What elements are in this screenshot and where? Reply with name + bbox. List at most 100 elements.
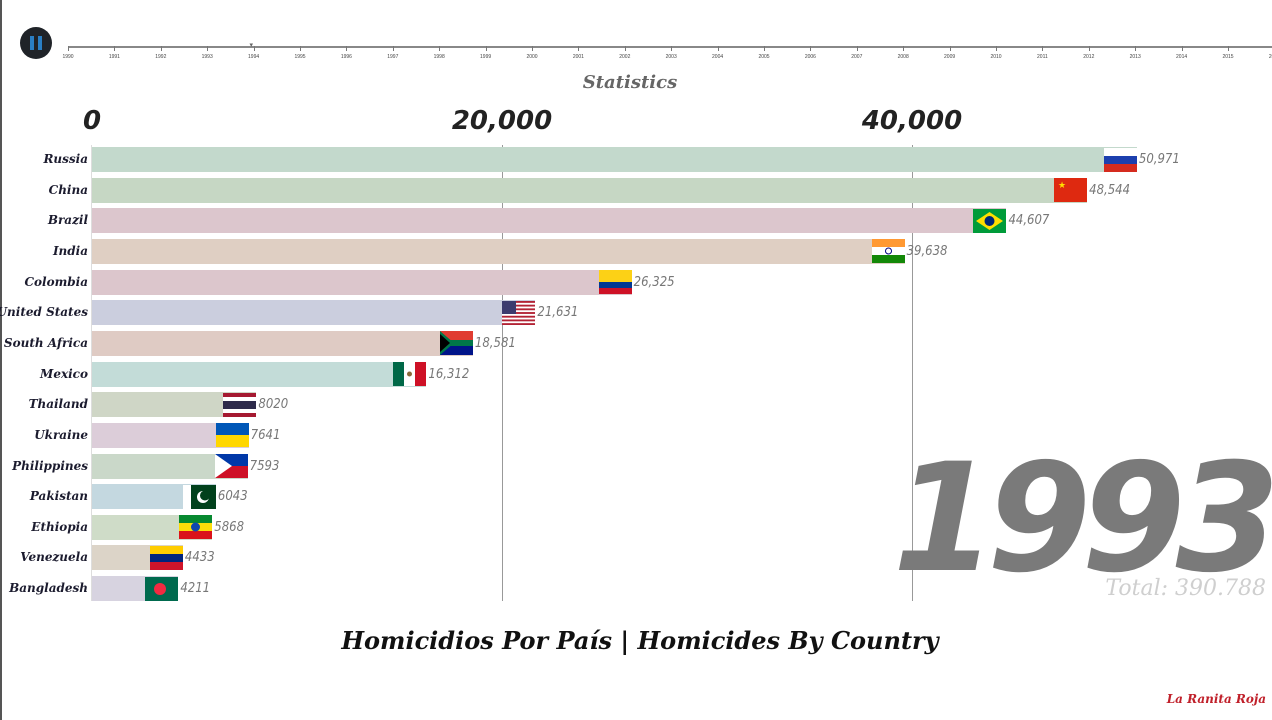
logo: La Ranita Roja xyxy=(1166,692,1266,706)
timeline-tick xyxy=(392,46,394,51)
india-flag-icon xyxy=(871,239,905,264)
total-label: Total: 390.788 xyxy=(1105,576,1266,601)
category-label: Colombia xyxy=(24,274,88,289)
timeline-tick xyxy=(1181,46,1183,51)
timeline-year-label[interactable]: 1998 xyxy=(433,54,445,60)
timeline-year-label[interactable]: 2013 xyxy=(1129,54,1141,60)
thailand-flag-icon xyxy=(223,392,257,417)
pakistan-flag-icon xyxy=(182,484,216,509)
timeline-tick xyxy=(717,46,719,51)
value-label: 18,581 xyxy=(474,335,516,351)
venezuela-flag-icon xyxy=(149,545,183,570)
current-year: 1993 xyxy=(892,432,1272,606)
value-label: 16,312 xyxy=(428,366,470,382)
bar-mexico xyxy=(92,361,427,387)
timeline-year-label[interactable]: 1996 xyxy=(340,54,352,60)
x-tick-label: 0 xyxy=(82,106,102,136)
ukraine-flag-icon xyxy=(215,423,249,448)
timeline-track[interactable] xyxy=(68,46,1272,48)
south-africa-flag-icon xyxy=(439,331,473,356)
timeline-year-label[interactable]: 2003 xyxy=(665,54,677,60)
timeline-year-label[interactable]: 2010 xyxy=(990,54,1002,60)
category-label: United States xyxy=(0,305,88,320)
timeline-tick xyxy=(1042,46,1044,51)
value-label: 8020 xyxy=(258,397,289,413)
category-label: Thailand xyxy=(28,397,88,412)
timeline-year-label[interactable]: 2000 xyxy=(526,54,538,60)
timeline-year-label[interactable]: 2011 xyxy=(1037,54,1048,60)
ethiopia-flag-icon xyxy=(179,515,213,540)
timeline-year-label[interactable]: 2009 xyxy=(944,54,956,60)
timeline-tick xyxy=(810,46,812,51)
gridline xyxy=(502,145,503,601)
value-label: 44,607 xyxy=(1008,213,1050,229)
value-label: 7641 xyxy=(250,427,281,443)
timeline-tick xyxy=(207,46,209,51)
timeline-tick xyxy=(764,46,765,51)
timeline-tick xyxy=(439,46,441,51)
timeline-year-label[interactable]: 2007 xyxy=(851,54,863,60)
timeline-year-label[interactable]: 1991 xyxy=(108,54,120,60)
mexico-flag-icon xyxy=(393,362,427,387)
pause-button[interactable] xyxy=(20,27,52,59)
category-label: Pakistan xyxy=(29,489,88,504)
timeline-year-label[interactable]: 1995 xyxy=(294,54,306,60)
timeline-year-label[interactable]: 2004 xyxy=(712,54,724,60)
timeline-tick xyxy=(856,46,858,51)
axis-baseline xyxy=(91,145,92,601)
timeline-year-label[interactable]: 2002 xyxy=(619,54,631,60)
timeline-year-label[interactable]: 2015 xyxy=(1222,54,1234,60)
timeline-tick xyxy=(253,46,255,51)
timeline-year-label[interactable]: 2006 xyxy=(804,54,816,60)
timeline-year-label[interactable]: 1992 xyxy=(155,54,167,60)
category-label: Russia xyxy=(43,152,88,166)
timeline-tick xyxy=(532,46,533,51)
bar-united-states xyxy=(92,300,536,326)
timeline-tick xyxy=(160,46,162,51)
timeline-tick xyxy=(114,46,116,51)
timeline-year-label[interactable]: 2016 xyxy=(1268,54,1272,60)
timeline-year-label[interactable]: 2001 xyxy=(572,54,584,60)
gridline xyxy=(912,145,913,601)
bar-south-africa xyxy=(92,330,473,356)
timeline-year-label[interactable]: 2008 xyxy=(897,54,909,60)
timeline-tick xyxy=(485,46,487,51)
timeline-year-label[interactable]: 1990 xyxy=(62,54,74,60)
colombia-flag-icon xyxy=(598,270,632,295)
timeline-year-label[interactable]: 1997 xyxy=(387,54,399,60)
timeline-tick xyxy=(949,46,951,51)
bar-china xyxy=(92,177,1088,203)
value-label: 50,971 xyxy=(1138,152,1180,167)
timeline-year-label[interactable]: 2012 xyxy=(1083,54,1095,60)
category-label: Venezuela xyxy=(20,550,88,565)
window-left-border xyxy=(0,0,2,720)
x-tick-label: 40,000 xyxy=(861,106,963,136)
bar-brazil xyxy=(92,208,1007,234)
category-label: Ukraine xyxy=(34,427,88,442)
timeline-year-label[interactable]: 1993 xyxy=(201,54,213,60)
value-label: 21,631 xyxy=(537,305,579,321)
pause-icon-bar xyxy=(38,36,42,50)
timeline-tick xyxy=(624,46,626,51)
bar-colombia xyxy=(92,269,632,295)
usa-flag-icon xyxy=(502,300,536,325)
timeline-tick xyxy=(68,46,69,51)
timeline-year-label[interactable]: 1999 xyxy=(480,54,492,60)
value-label: 39,638 xyxy=(906,243,948,259)
timeline-year-label[interactable]: 1994 xyxy=(248,54,260,60)
russia-flag-icon xyxy=(1103,147,1137,172)
timeline-tick xyxy=(671,46,673,51)
timeline-year-label[interactable]: 2014 xyxy=(1176,54,1188,60)
value-label: 7593 xyxy=(249,458,280,474)
philippines-flag-icon xyxy=(214,454,248,478)
bangladesh-flag-icon xyxy=(145,576,179,601)
timeline-handle[interactable]: ▾ xyxy=(249,42,254,49)
chart-subtitle: Statistics xyxy=(582,72,678,93)
category-label: Ethiopia xyxy=(31,519,88,534)
bar-india xyxy=(92,238,905,264)
timeline-tick xyxy=(1135,46,1137,51)
category-label: China xyxy=(48,182,88,197)
x-tick-label: 20,000 xyxy=(451,106,553,136)
timeline-year-label[interactable]: 2005 xyxy=(758,54,770,60)
category-label: Mexico xyxy=(40,366,88,381)
